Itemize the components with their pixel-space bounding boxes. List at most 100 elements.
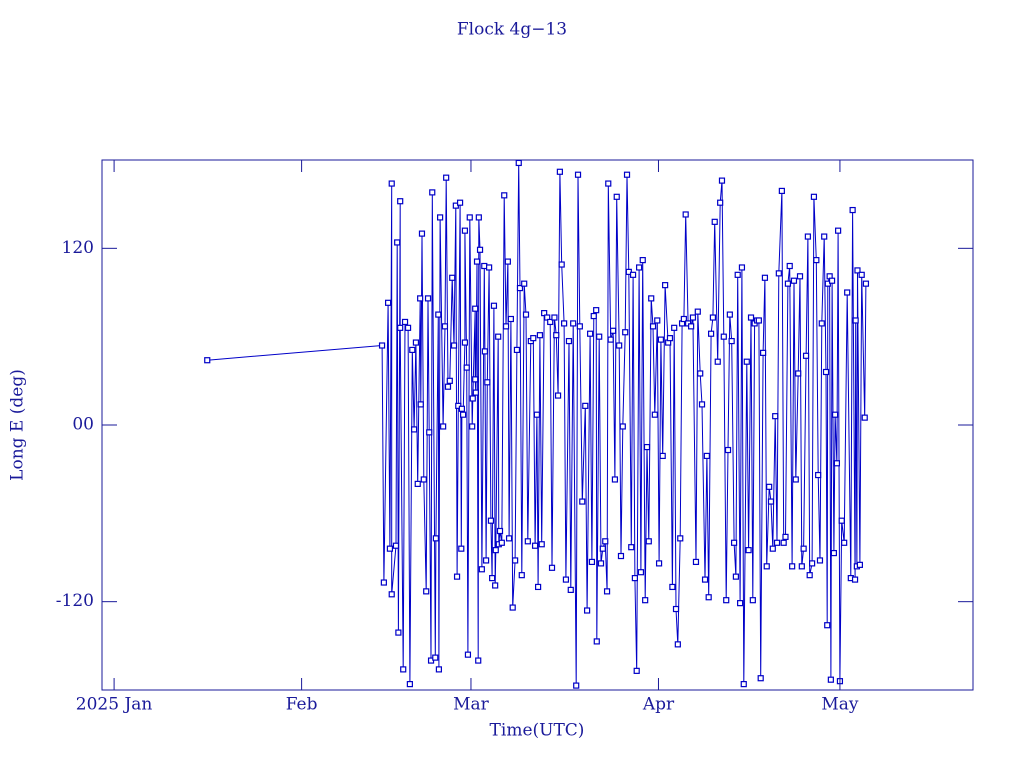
point-marker (761, 274, 769, 281)
point-marker (698, 401, 706, 408)
point-marker (613, 193, 620, 200)
point-marker (862, 280, 870, 287)
point-marker (745, 547, 752, 554)
point-marker (496, 527, 504, 535)
point-marker (417, 401, 424, 408)
point-marker (833, 460, 841, 467)
point-marker (593, 307, 600, 314)
point-marker (773, 539, 781, 546)
point-marker (435, 666, 443, 673)
point-marker (769, 545, 776, 552)
point-marker (429, 189, 436, 196)
point-marker (573, 682, 580, 689)
point-marker (782, 533, 789, 540)
point-marker (562, 576, 570, 583)
point-marker (732, 573, 739, 580)
point-marker (778, 187, 785, 195)
point-marker (796, 273, 804, 280)
plot-area (204, 160, 870, 689)
point-marker (629, 271, 637, 278)
point-marker (458, 545, 465, 552)
point-marker (780, 539, 787, 546)
point-marker (810, 193, 818, 200)
point-marker (775, 270, 782, 277)
point-marker (697, 370, 704, 377)
x-axis-label: Time(UTC) (490, 721, 585, 741)
point-marker (851, 576, 859, 583)
point-marker (505, 535, 513, 542)
point-marker (486, 264, 493, 271)
point-marker (816, 557, 824, 564)
point-marker (490, 302, 498, 309)
point-marker (450, 342, 458, 349)
point-marker (461, 339, 469, 346)
point-marker (790, 277, 798, 284)
point-marker (473, 258, 481, 265)
point-marker (639, 257, 646, 264)
point-marker (469, 423, 476, 430)
x-tick-label: Mar (453, 695, 490, 715)
point-marker (655, 560, 663, 567)
point-marker (602, 538, 609, 545)
point-marker (815, 471, 822, 479)
point-marker (590, 312, 597, 320)
point-marker (522, 311, 530, 318)
point-marker (423, 588, 430, 595)
point-marker (828, 277, 836, 284)
point-marker (755, 317, 762, 324)
point-marker (576, 323, 583, 330)
point-marker (432, 654, 439, 661)
point-marker (446, 377, 453, 384)
point-marker (378, 342, 386, 349)
point-marker (617, 552, 625, 560)
point-marker (648, 295, 655, 302)
point-marker (384, 299, 392, 306)
point-marker (740, 681, 747, 688)
point-marker (694, 308, 701, 315)
series-line (207, 162, 867, 686)
point-marker (388, 591, 395, 598)
point-marker (766, 483, 773, 490)
point-marker (492, 582, 499, 589)
point-marker (763, 563, 770, 570)
point-marker (507, 315, 514, 323)
point-marker (437, 214, 444, 221)
point-marker (682, 211, 689, 218)
plot-frame (101, 159, 974, 691)
x-tick-label: May (821, 695, 859, 715)
point-marker (642, 597, 649, 604)
point-marker (597, 560, 605, 567)
point-marker (583, 607, 591, 614)
point-marker (689, 314, 697, 321)
point-marker (565, 337, 573, 345)
point-marker (587, 330, 594, 337)
point-marker (798, 563, 805, 570)
point-marker (631, 575, 638, 582)
point-marker (858, 271, 865, 278)
point-marker (707, 330, 715, 337)
point-marker (518, 572, 525, 579)
point-marker (724, 446, 732, 454)
point-marker (392, 542, 400, 549)
point-marker (651, 411, 658, 418)
point-marker (844, 289, 851, 296)
point-marker (622, 329, 629, 336)
point-marker (703, 452, 710, 460)
point-marker (489, 575, 496, 582)
point-marker (472, 305, 479, 312)
point-marker (570, 320, 577, 327)
point-marker (458, 405, 465, 412)
point-marker (561, 320, 568, 327)
point-marker (513, 346, 521, 354)
y-tick-label: -120 (56, 591, 94, 611)
point-marker (395, 629, 402, 636)
point-marker (654, 317, 661, 324)
point-marker (498, 539, 505, 546)
point-marker (619, 423, 626, 430)
point-marker (502, 323, 510, 330)
point-marker (726, 311, 733, 318)
point-marker (553, 332, 560, 339)
point-marker (672, 605, 680, 613)
point-marker (616, 342, 623, 349)
